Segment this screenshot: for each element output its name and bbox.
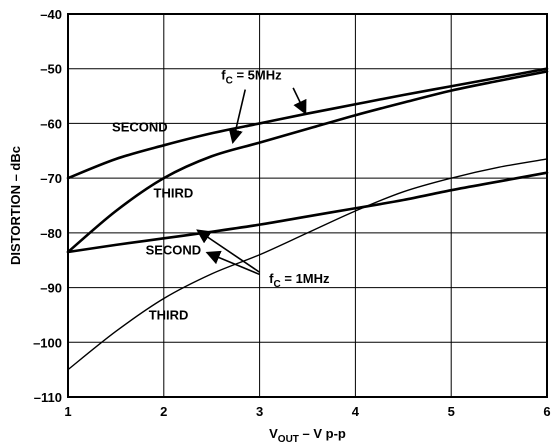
y-tick-label: –60 — [40, 116, 62, 131]
annotations: SECOND THIRD SECOND THIRD fC = 5MHz fC = 1MHz — [112, 68, 330, 323]
y-tick-label: –70 — [40, 171, 62, 186]
series-line — [67, 158, 548, 371]
x-tick-label: 5 — [448, 404, 455, 419]
series-line — [66, 171, 549, 254]
annotation-arrow — [196, 229, 261, 273]
y-tick-labels: –40 –50 –60 –70 –80 –90 –100 –110 — [33, 7, 62, 405]
y-tick-label: –90 — [40, 281, 62, 296]
x-axis-title: VOUT – V p-p — [269, 426, 346, 445]
curve-label: THIRD — [154, 185, 194, 200]
grid — [68, 14, 547, 397]
x-tick-labels: 1 2 3 4 5 6 — [64, 404, 550, 419]
y-tick-label: –40 — [40, 7, 62, 22]
x-tick-label: 6 — [543, 404, 550, 419]
y-tick-label: –80 — [40, 226, 62, 241]
x-tick-label: 2 — [160, 404, 167, 419]
x-tick-label: 1 — [64, 404, 71, 419]
curve-label: SECOND — [146, 243, 202, 258]
y-tick-label: –100 — [33, 335, 62, 350]
series-line — [66, 67, 549, 180]
frequency-label: fC = 5MHz — [221, 68, 282, 87]
frequency-label: fC = 1MHz — [269, 271, 330, 290]
series-lines — [66, 67, 549, 371]
series-line — [66, 70, 549, 254]
annotation-arrow — [205, 250, 260, 276]
curve-label: THIRD — [149, 307, 189, 322]
plot-frame — [67, 13, 548, 398]
x-tick-label: 3 — [256, 404, 263, 419]
annotation-arrow — [292, 87, 307, 115]
curve-label: SECOND — [112, 120, 168, 135]
y-tick-label: –110 — [34, 390, 62, 405]
x-tick-label: 4 — [352, 404, 360, 419]
y-axis-title: DISTORTION – dBc — [8, 146, 23, 265]
y-tick-label: –50 — [40, 62, 62, 77]
annotation-arrows — [196, 87, 307, 276]
annotation-arrow — [228, 89, 247, 144]
